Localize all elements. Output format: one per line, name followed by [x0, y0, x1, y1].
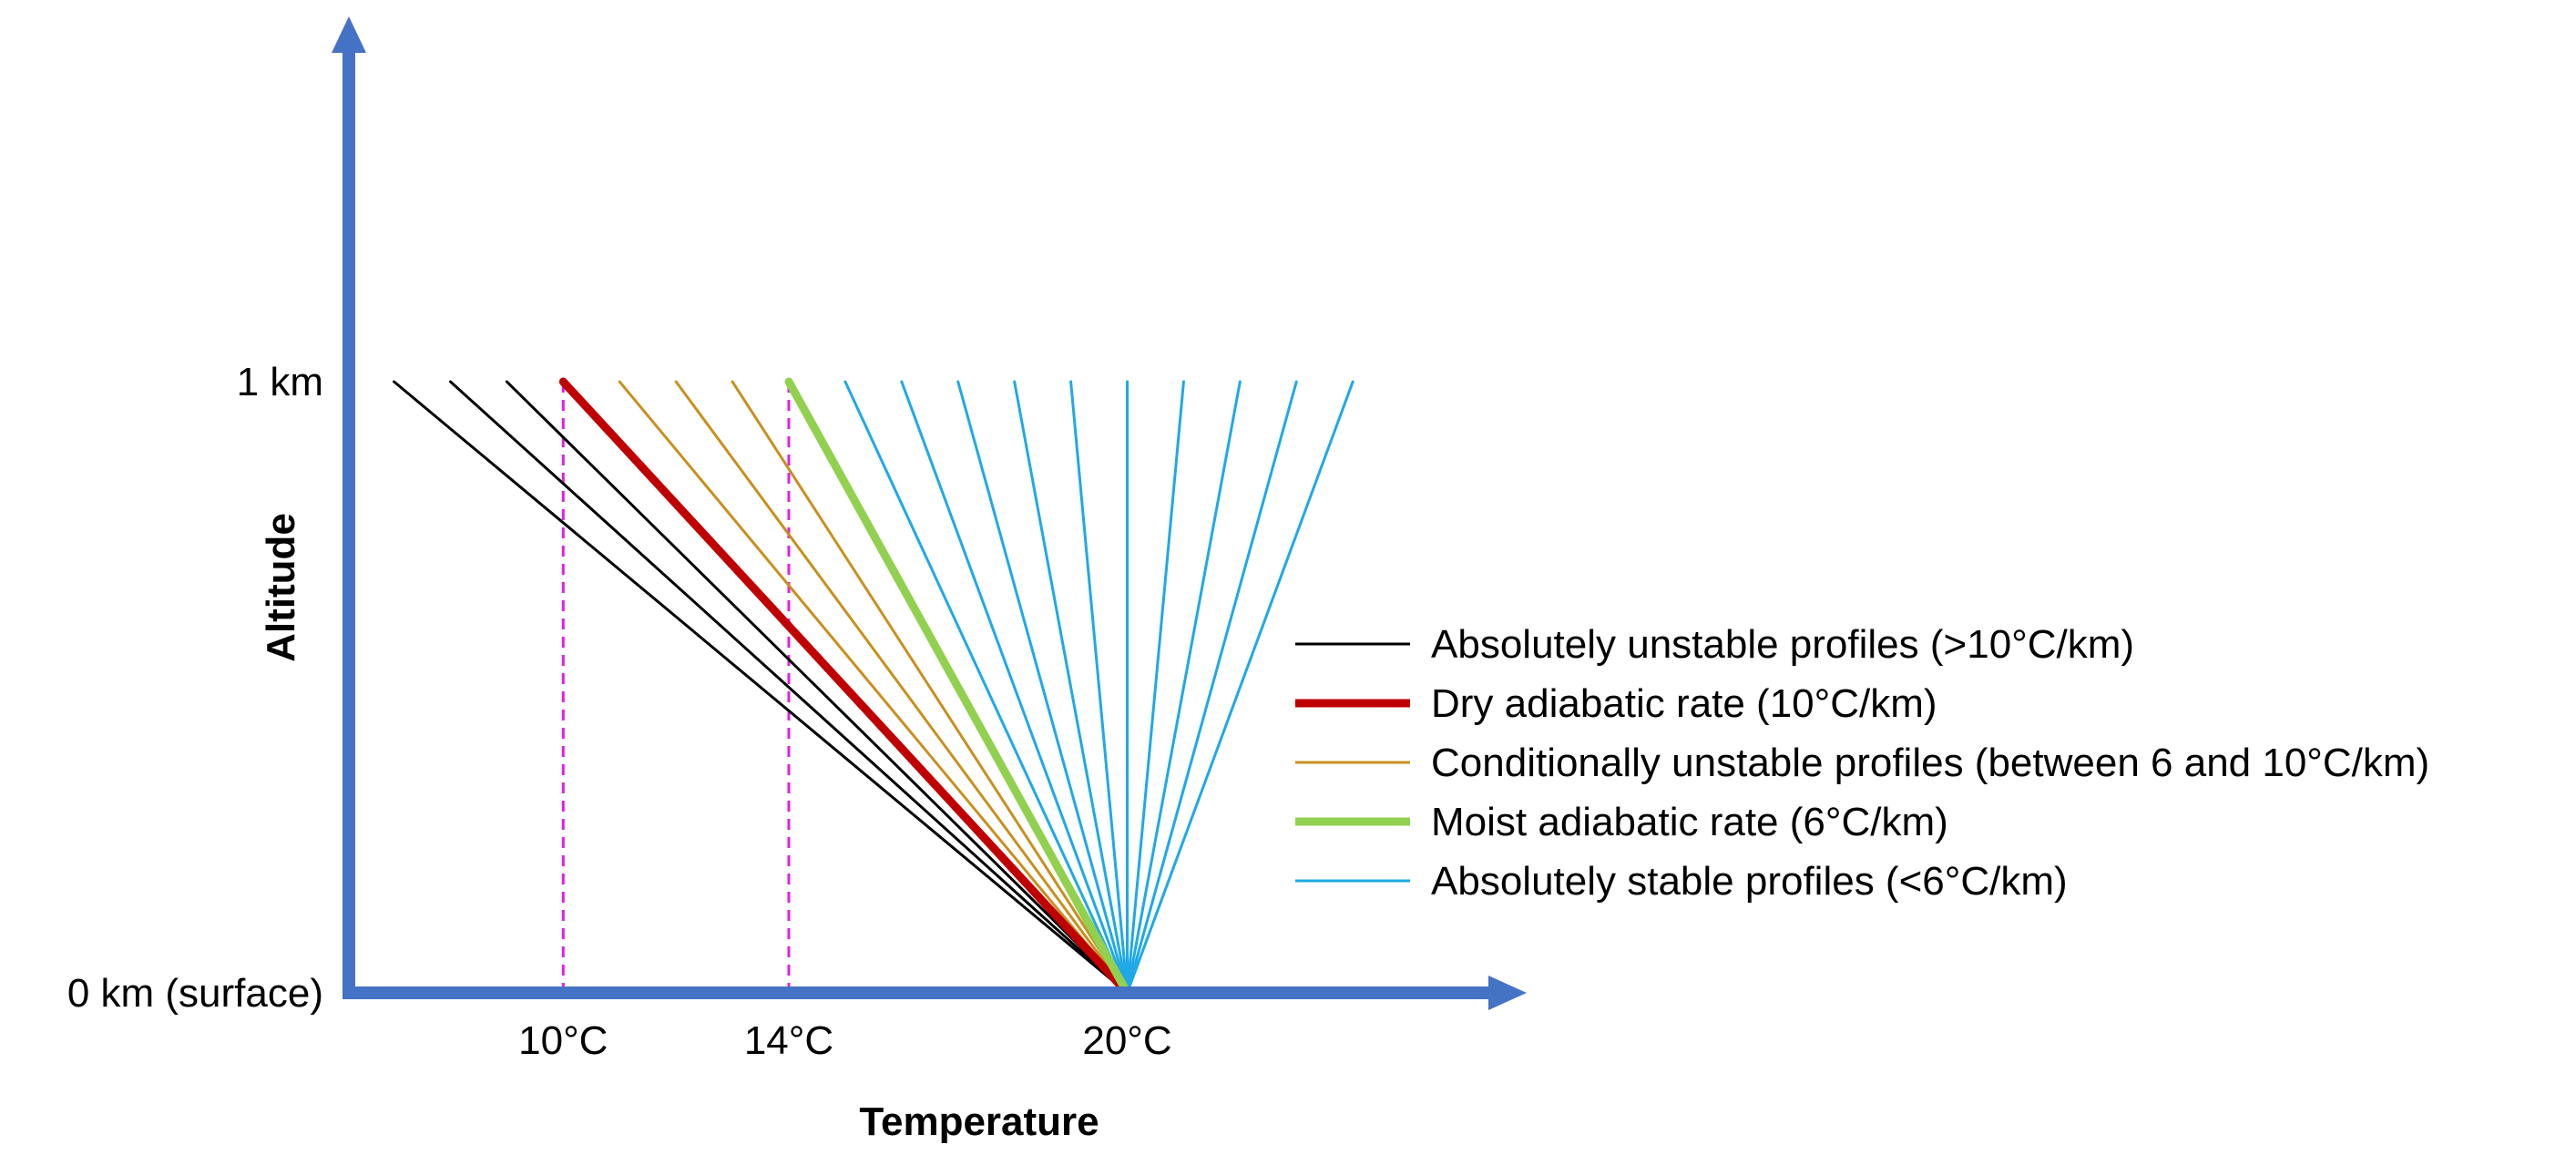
- x-tick-label: 14°C: [744, 1018, 833, 1063]
- legend-label-moist: Moist adiabatic rate (6°C/km): [1431, 800, 1948, 844]
- x-tick-labels: 10°C 14°C 20°C: [518, 1018, 1172, 1063]
- profile-line-unstable: [393, 380, 1130, 995]
- profile-line-stable: [1013, 380, 1130, 995]
- profile-line-stable: [1126, 380, 1242, 995]
- legend: Absolutely unstable profiles (>10°C/km) D…: [1295, 622, 2429, 904]
- x-axis-arrowhead: [1488, 976, 1527, 1010]
- profile-line-conditional: [731, 380, 1130, 995]
- profile-line-stable: [1069, 380, 1130, 995]
- legend-label-dry: Dry adiabatic rate (10°C/km): [1431, 681, 1937, 726]
- legend-label-unstable: Absolutely unstable profiles (>10°C/km): [1431, 622, 2134, 667]
- profile-line-stable: [1126, 380, 1185, 995]
- profile-line-conditional: [674, 380, 1130, 995]
- profile-line-conditional: [618, 380, 1130, 995]
- guide-lines: [561, 382, 791, 993]
- x-tick-label: 20°C: [1082, 1018, 1171, 1063]
- profile-line-dry: [558, 377, 1132, 997]
- legend-label-stable: Absolutely stable profiles (<6°C/km): [1431, 859, 2068, 904]
- profile-line-unstable: [505, 380, 1130, 995]
- y-tick-labels: 0 km (surface) 1 km: [67, 360, 323, 1016]
- profile-line-stable: [1126, 380, 1298, 995]
- legend-label-conditional: Conditionally unstable profiles (between…: [1431, 741, 2429, 785]
- profile-line-moist: [784, 377, 1132, 997]
- axes: [332, 16, 1527, 1010]
- temperature-profiles: [393, 377, 1354, 997]
- profile-line-stable: [1126, 380, 1354, 995]
- y-axis-arrowhead: [332, 16, 366, 53]
- profile-line-stable: [900, 380, 1130, 995]
- y-tick-label: 0 km (surface): [67, 971, 323, 1016]
- x-axis-title: Temperature: [859, 1099, 1099, 1144]
- y-axis-title: Altitude: [259, 513, 303, 662]
- x-tick-label: 10°C: [518, 1018, 608, 1063]
- profile-line-unstable: [448, 380, 1130, 995]
- y-tick-label: 1 km: [237, 360, 323, 404]
- profile-line-stable: [956, 380, 1130, 995]
- profile-line-stable: [843, 380, 1130, 995]
